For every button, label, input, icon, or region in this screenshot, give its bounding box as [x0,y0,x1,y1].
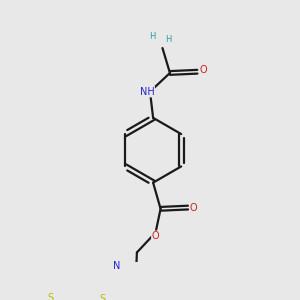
Text: NH: NH [140,87,154,97]
Text: S: S [100,293,106,300]
Text: O: O [200,65,207,76]
Text: N: N [113,260,121,271]
Text: O: O [190,202,197,213]
Text: S: S [48,293,54,300]
Text: H: H [149,32,156,41]
Text: O: O [152,231,159,241]
Text: H: H [166,35,172,44]
